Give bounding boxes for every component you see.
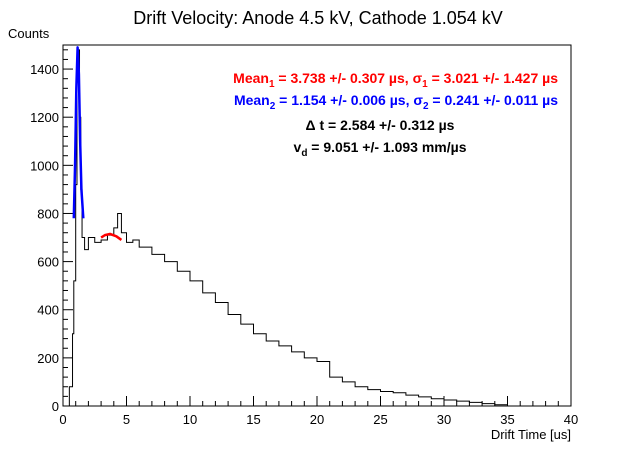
y-tick-label: 800 — [37, 206, 59, 221]
x-tick-label: 15 — [246, 412, 260, 427]
chart-title: Drift Velocity: Anode 4.5 kV, Cathode 1.… — [133, 8, 503, 28]
delta-t-label: Δ t = 2.584 +/- 0.312 µs — [306, 117, 455, 133]
series-layer — [63, 46, 508, 407]
fit-2-label: Mean2 = 1.154 +/- 0.006 µs, σ2 = 0.241 +… — [234, 92, 558, 112]
annotation-text: v — [294, 139, 302, 155]
annotation-text: = 3.021 +/- 1.427 µs — [428, 70, 558, 86]
fit-1-label: Mean1 = 3.738 +/- 0.307 µs, σ1 = 3.021 +… — [233, 70, 558, 90]
annotation-text: = 1.154 +/- 0.006 µs, σ — [275, 92, 423, 108]
annotation-subscript: 1 — [422, 79, 428, 90]
x-tick-label: 5 — [123, 412, 130, 427]
y-axis-label: Counts — [8, 26, 50, 41]
fit-curve — [72, 46, 85, 219]
x-axis-label: Drift Time [us] — [491, 427, 571, 442]
x-tick-label: 10 — [183, 412, 197, 427]
y-tick-label: 200 — [37, 351, 59, 366]
annotation-subscript: 2 — [423, 101, 429, 112]
fit-curve — [100, 232, 123, 241]
x-axis: 0 5 10 15 20 25 30 35 40 — [59, 396, 578, 427]
y-tick-label: 1000 — [30, 158, 59, 173]
x-tick-label: 20 — [310, 412, 324, 427]
y-axis: 0 200 400 600 800 1000 1200 1400 — [30, 49, 73, 414]
x-tick-label: 40 — [564, 412, 578, 427]
annotation-text: = 3.738 +/- 0.307 µs, σ — [275, 70, 423, 86]
y-tick-label: 1400 — [30, 62, 59, 77]
drift-velocity-label: vd = 9.051 +/- 1.093 mm/µs — [294, 139, 467, 159]
y-tick-label: 1200 — [30, 110, 59, 125]
x-tick-label: 35 — [500, 412, 514, 427]
annotation-text: = 0.241 +/- 0.011 µs — [429, 92, 559, 108]
y-tick-label: 600 — [37, 255, 59, 270]
annotation-subscript: 2 — [270, 101, 276, 112]
annotation-text: Mean — [234, 92, 270, 108]
fit-annotations: Mean1 = 3.738 +/- 0.307 µs, σ1 = 3.021 +… — [233, 70, 558, 159]
annotation-text: Mean — [233, 70, 269, 86]
annotation-subscript: 1 — [269, 79, 275, 90]
y-tick-label: 400 — [37, 303, 59, 318]
annotation-subscript: d — [301, 148, 307, 159]
annotation-text: = 9.051 +/- 1.093 mm/µs — [307, 139, 466, 155]
y-tick-label: 0 — [52, 399, 59, 414]
x-tick-label: 25 — [373, 412, 387, 427]
x-tick-label: 0 — [59, 412, 66, 427]
x-tick-label: 30 — [437, 412, 451, 427]
